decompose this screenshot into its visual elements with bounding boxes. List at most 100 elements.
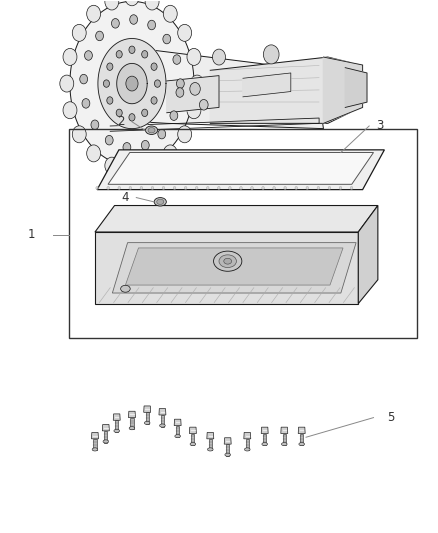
Bar <box>226 444 229 456</box>
Ellipse shape <box>159 424 165 427</box>
Bar <box>161 415 164 426</box>
Bar <box>263 433 266 445</box>
Circle shape <box>140 187 143 190</box>
Text: 1: 1 <box>28 228 35 241</box>
Ellipse shape <box>148 127 155 133</box>
Polygon shape <box>113 243 356 293</box>
Circle shape <box>273 187 276 190</box>
Circle shape <box>218 187 220 190</box>
Circle shape <box>155 80 161 87</box>
Circle shape <box>116 109 122 117</box>
Circle shape <box>103 80 110 87</box>
Ellipse shape <box>190 442 196 446</box>
Circle shape <box>87 145 101 162</box>
Circle shape <box>350 187 353 190</box>
Circle shape <box>158 130 166 139</box>
Circle shape <box>60 75 74 92</box>
Circle shape <box>178 126 192 143</box>
Circle shape <box>118 187 120 190</box>
Polygon shape <box>102 424 110 431</box>
Text: 3: 3 <box>376 119 384 133</box>
Circle shape <box>85 51 92 60</box>
Circle shape <box>212 49 226 65</box>
Circle shape <box>91 120 99 130</box>
Ellipse shape <box>175 434 180 438</box>
Ellipse shape <box>145 126 158 134</box>
Circle shape <box>251 187 253 190</box>
Circle shape <box>145 0 159 10</box>
Circle shape <box>151 97 157 104</box>
Circle shape <box>195 187 198 190</box>
Ellipse shape <box>157 199 164 205</box>
Circle shape <box>141 140 149 150</box>
Circle shape <box>173 187 176 190</box>
Circle shape <box>163 34 171 44</box>
Ellipse shape <box>103 440 109 443</box>
Circle shape <box>129 114 135 121</box>
Circle shape <box>72 126 86 143</box>
Ellipse shape <box>129 426 135 430</box>
Bar <box>104 431 107 442</box>
Circle shape <box>72 25 86 42</box>
Polygon shape <box>261 427 268 433</box>
Bar <box>176 425 179 437</box>
Ellipse shape <box>208 448 213 451</box>
Circle shape <box>177 79 184 88</box>
Polygon shape <box>224 438 231 444</box>
Polygon shape <box>345 68 367 108</box>
Circle shape <box>87 5 101 22</box>
Polygon shape <box>167 76 219 113</box>
Ellipse shape <box>282 442 287 446</box>
Ellipse shape <box>214 251 242 271</box>
Circle shape <box>162 187 165 190</box>
Text: 4: 4 <box>122 191 129 204</box>
Polygon shape <box>298 427 305 433</box>
Polygon shape <box>358 206 378 304</box>
Circle shape <box>96 187 99 190</box>
Polygon shape <box>95 206 378 232</box>
Circle shape <box>105 135 113 145</box>
Polygon shape <box>281 427 288 433</box>
Ellipse shape <box>145 421 150 424</box>
Circle shape <box>148 20 155 30</box>
Polygon shape <box>117 63 147 104</box>
Circle shape <box>63 49 77 66</box>
Bar <box>246 439 249 450</box>
Circle shape <box>295 187 297 190</box>
Circle shape <box>141 51 148 58</box>
Bar <box>93 439 96 450</box>
Circle shape <box>306 187 309 190</box>
Text: 5: 5 <box>387 411 395 424</box>
Polygon shape <box>95 232 358 304</box>
Circle shape <box>129 46 135 53</box>
Polygon shape <box>97 150 385 190</box>
Circle shape <box>284 187 286 190</box>
Polygon shape <box>207 432 214 439</box>
Ellipse shape <box>114 429 120 432</box>
Circle shape <box>229 187 231 190</box>
Ellipse shape <box>219 255 237 268</box>
Circle shape <box>129 187 132 190</box>
Circle shape <box>123 142 131 152</box>
Ellipse shape <box>299 442 304 446</box>
Circle shape <box>187 49 201 66</box>
Circle shape <box>151 187 154 190</box>
Bar <box>283 433 286 445</box>
Circle shape <box>184 187 187 190</box>
Circle shape <box>105 0 119 10</box>
Ellipse shape <box>225 453 230 456</box>
Polygon shape <box>323 57 363 123</box>
Circle shape <box>80 74 88 84</box>
Polygon shape <box>244 432 251 439</box>
Bar <box>115 420 118 432</box>
Circle shape <box>339 187 342 190</box>
Bar <box>145 413 149 424</box>
Bar <box>300 433 303 445</box>
Polygon shape <box>210 57 350 123</box>
Circle shape <box>107 97 113 104</box>
Polygon shape <box>174 419 181 425</box>
Circle shape <box>163 145 177 162</box>
Circle shape <box>170 111 178 120</box>
Circle shape <box>82 99 90 108</box>
Circle shape <box>328 187 331 190</box>
